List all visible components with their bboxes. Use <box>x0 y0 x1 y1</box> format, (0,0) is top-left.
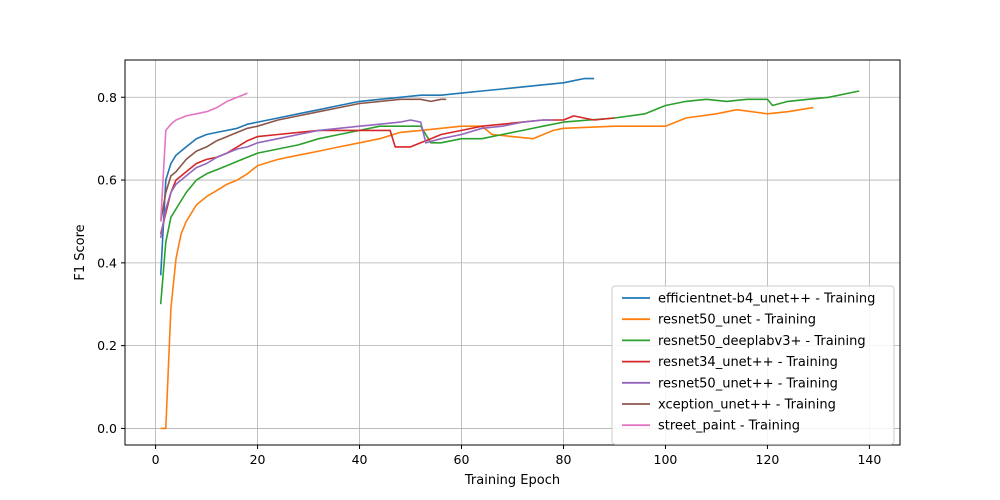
y-axis-title: F1 Score <box>73 224 88 280</box>
y-tick-label: 0.6 <box>97 173 117 188</box>
series-line-4 <box>159 119 554 239</box>
legend: efficientnet-b4_unet++ - Training resnet5… <box>611 285 895 445</box>
plot-frame <box>124 59 901 446</box>
x-tick-label: 40 <box>352 452 368 467</box>
x-tick-label: 0 <box>152 452 160 467</box>
y-axis-ticks: 0.0 0.2 0.4 0.6 0.8 <box>97 90 125 436</box>
series-line-2 <box>159 90 860 305</box>
legend-label: efficientnet-b4_unet++ - Training <box>658 292 875 307</box>
legend-label: resnet34_unet++ - Training <box>658 355 838 370</box>
y-tick-label: 0.0 <box>97 421 117 436</box>
x-tick-label: 60 <box>454 452 470 467</box>
x-axis-title: Training Epoch <box>464 473 560 488</box>
legend-label: xception_unet++ - Training <box>658 398 836 413</box>
x-tick-label: 80 <box>556 452 572 467</box>
series-line-6 <box>159 92 248 222</box>
legend-label: resnet50_unet++ - Training <box>658 376 838 391</box>
x-tick-label: 140 <box>857 452 881 467</box>
y-tick-label: 0.2 <box>97 338 117 353</box>
legend-label: street_paint - Training <box>658 419 800 434</box>
legend-box <box>611 285 895 445</box>
x-tick-label: 20 <box>250 452 266 467</box>
x-tick-label: 100 <box>654 452 678 467</box>
y-tick-label: 0.4 <box>97 255 117 270</box>
series-layer <box>159 77 860 430</box>
legend-label: resnet50_deeplabv3+ - Training <box>658 334 866 349</box>
series-line-5 <box>159 98 447 222</box>
series-line-1 <box>160 106 814 430</box>
series-line-0 <box>159 77 595 276</box>
x-axis-ticks: 0 20 40 60 80 100 120 140 <box>152 445 881 467</box>
legend-label: resnet50_unet - Training <box>658 313 816 328</box>
x-tick-label: 120 <box>756 452 780 467</box>
y-tick-label: 0.8 <box>97 90 117 105</box>
